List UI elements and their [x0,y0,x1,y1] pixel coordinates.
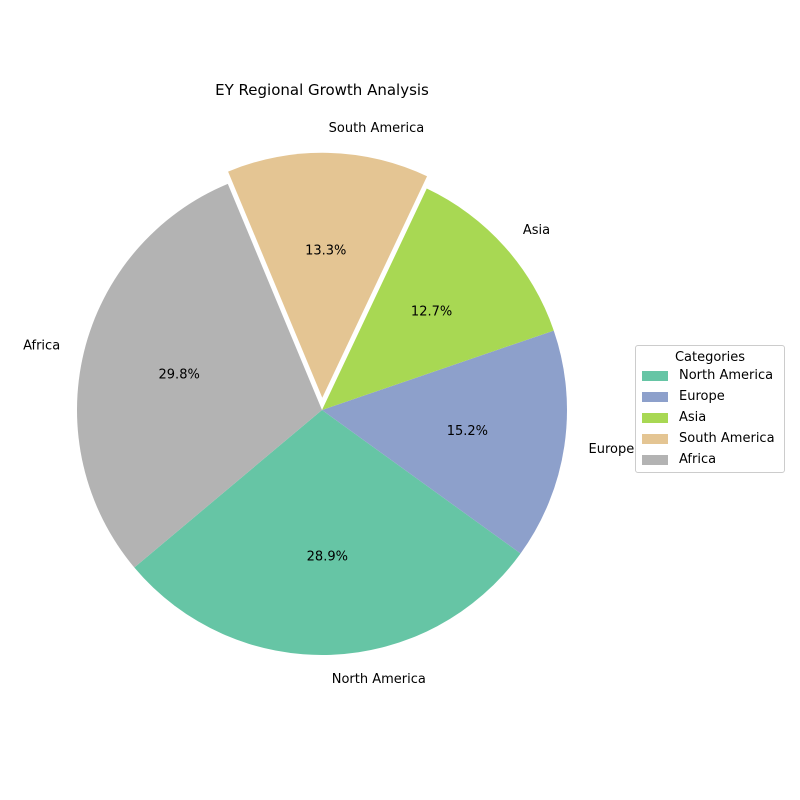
legend-label-south-america: South America [679,431,775,446]
pie-slice-north-america [134,410,521,655]
pie-slices [76,152,567,655]
legend-item-europe: Europe [636,386,784,407]
pie-slice-south-america [228,152,428,398]
slice-value-africa: 29.8% [159,368,200,383]
slice-label-north-america: North America [332,672,426,687]
slice-value-south-america: 13.3% [305,243,346,258]
legend: Categories North America Europe Asia South … [635,345,785,473]
slice-label-europe: Europe [589,442,635,457]
legend-swatch-asia [642,412,668,423]
legend-label-europe: Europe [679,389,725,404]
slice-value-asia: 12.7% [411,305,452,320]
slice-label-africa: Africa [23,339,60,354]
pie-slice-africa [76,183,322,568]
legend-item-asia: Asia [636,407,784,428]
pie-labels: North America 28.9% Europe 15.2% Asia 12.7% So… [23,121,634,687]
legend-label-asia: Asia [679,410,707,425]
legend-item-africa: Africa [636,449,784,470]
slice-label-asia: Asia [523,223,550,238]
slice-label-south-america: South America [329,121,425,136]
pie-slice-asia [322,188,554,410]
legend-item-north-america: North America [636,365,784,386]
legend-swatch-africa [642,454,668,465]
chart-title: EY Regional Growth Analysis [215,81,429,99]
pie-slice-europe [322,330,567,554]
legend-label-africa: Africa [679,452,717,467]
legend-label-north-america: North America [679,368,774,383]
legend-swatch-europe [642,391,668,402]
legend-swatch-north-america [642,370,668,381]
legend-title: Categories [674,350,746,365]
legend-swatch-south-america [642,433,668,444]
slice-value-north-america: 28.9% [307,549,348,564]
legend-item-south-america: South America [636,428,784,449]
slice-value-europe: 15.2% [447,424,488,439]
